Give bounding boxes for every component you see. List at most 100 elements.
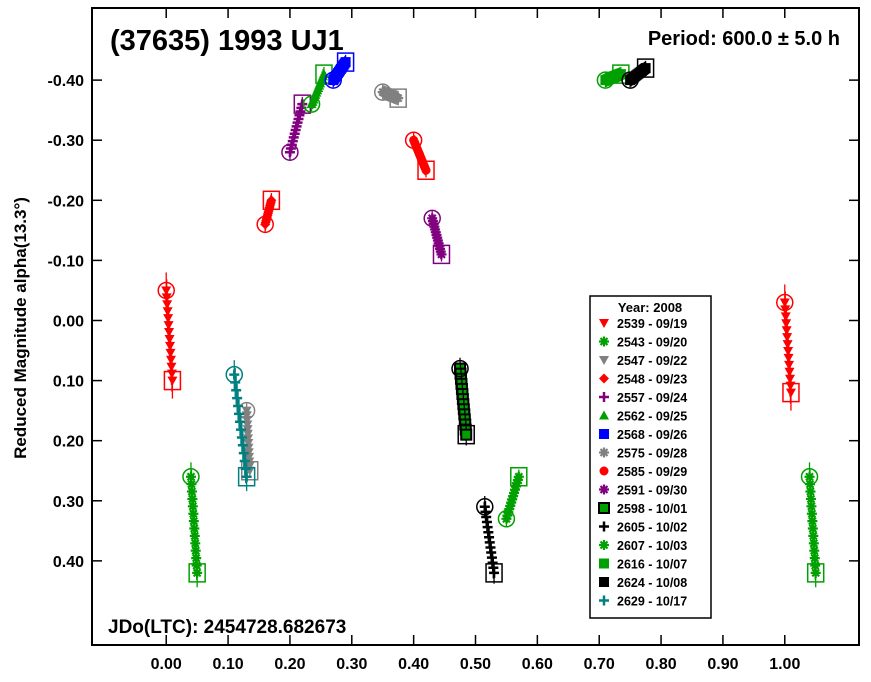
legend-marker (599, 484, 609, 495)
legend-marker (599, 356, 609, 365)
data-point (513, 471, 524, 482)
x-tick-label: 0.30 (336, 656, 367, 673)
y-tick-label: 0.10 (53, 374, 84, 391)
legend-item: 2629 - 10/17 (599, 595, 687, 609)
data-point (297, 99, 308, 110)
y-axis-label: Reduced Magnitude alpha(13.3°) (11, 197, 30, 459)
end-marker (188, 563, 206, 583)
series-group (256, 190, 281, 234)
legend-item: 2543 - 09/20 (599, 336, 687, 350)
series-group (225, 360, 256, 492)
legend-label: 2575 - 09/28 (617, 447, 687, 461)
axis-ticks: 0.00 0.10 0.20 0.30 0.40 0.50 0.60 0.70 0.80 0.90… (48, 8, 859, 673)
legend-item: 2598 - 10/01 (598, 502, 687, 516)
end-marker (389, 88, 407, 108)
period-label: Period: 600.0 ± 5.0 h (648, 28, 840, 50)
end-marker (262, 190, 281, 211)
legend-item: 2616 - 10/07 (599, 558, 687, 572)
series-group (302, 64, 333, 113)
data-point (340, 57, 351, 68)
end-marker (336, 52, 355, 72)
legend-marker (598, 502, 610, 514)
end-marker (432, 244, 451, 265)
y-tick-label: 0.30 (53, 494, 84, 511)
legend-marker (599, 373, 609, 384)
legend-item: 2591 - 09/30 (599, 484, 687, 498)
start-marker (157, 281, 175, 300)
legend-marker (599, 447, 609, 458)
y-tick-label: -0.40 (48, 73, 85, 90)
legend-item: 2585 - 09/29 (599, 465, 687, 479)
data-point (640, 63, 651, 74)
start-marker (225, 365, 244, 384)
legend-item: 2575 - 09/28 (599, 447, 687, 461)
series-group (451, 357, 475, 446)
x-tick-label: 0.70 (584, 656, 615, 673)
data-point (421, 165, 431, 175)
legend-label: 2607 - 10/03 (617, 539, 687, 553)
data-point (241, 471, 252, 482)
legend-title: Year: 2008 (618, 300, 682, 315)
start-marker (621, 71, 639, 89)
legend-label: 2605 - 10/02 (617, 521, 687, 535)
start-marker (776, 293, 794, 312)
data-marks (157, 52, 825, 588)
y-tick-label: 0.20 (53, 434, 84, 451)
legend-marker (599, 521, 609, 532)
series-group (423, 209, 451, 265)
x-tick-label: 0.60 (522, 656, 553, 673)
series-group (182, 462, 825, 588)
x-tick-label: 0.90 (707, 656, 738, 673)
x-tick-label: 1.00 (769, 656, 800, 673)
legend-label: 2591 - 09/30 (617, 484, 687, 498)
legend-item: 2539 - 09/19 (599, 317, 687, 331)
legend-item: 2607 - 10/03 (599, 539, 687, 553)
legend-label: 2624 - 10/08 (617, 576, 687, 590)
legend-label: 2616 - 10/07 (617, 558, 687, 572)
start-marker (256, 215, 274, 234)
start-marker (281, 143, 299, 161)
start-marker (423, 209, 441, 228)
legend-label: 2568 - 09/26 (617, 428, 687, 442)
y-tick-label: 0.00 (53, 313, 84, 330)
data-point (436, 249, 447, 260)
legend-label: 2543 - 09/20 (617, 336, 687, 350)
legend-item: 2624 - 10/08 (599, 576, 687, 590)
legend-marker (599, 540, 609, 550)
legend-marker (599, 577, 609, 587)
start-marker (476, 498, 494, 516)
legend-marker (599, 336, 609, 347)
series-group (324, 52, 355, 89)
legend-marker (599, 558, 609, 569)
data-point (460, 428, 473, 441)
legend-label: 2557 - 09/24 (617, 391, 687, 405)
data-point (266, 195, 277, 206)
series-group (281, 94, 312, 161)
data-point (393, 93, 404, 104)
legend-items: 2539 - 09/19 2543 - 09/20 2547 - 09/22 2548… (598, 317, 687, 609)
legend-label: 2548 - 09/23 (617, 373, 687, 387)
legend-marker (599, 595, 609, 606)
legend-item: 2562 - 09/25 (599, 410, 687, 424)
start-marker (451, 359, 469, 378)
series-group (157, 272, 800, 411)
y-tick-label: -0.20 (48, 193, 85, 210)
legend-label: 2598 - 10/01 (617, 502, 687, 516)
end-marker (510, 466, 528, 487)
data-point (785, 388, 796, 398)
data-point (167, 376, 178, 386)
legend-marker (599, 319, 609, 328)
legend-item: 2568 - 09/26 (599, 428, 687, 442)
y-tick-label: -0.10 (48, 253, 85, 270)
chart-title: (37635) 1993 UJ1 (110, 25, 344, 57)
legend-label: 2585 - 09/29 (617, 465, 687, 479)
legend-item: 2557 - 09/24 (599, 391, 687, 405)
legend-item: 2605 - 10/02 (599, 521, 687, 535)
end-marker (636, 58, 655, 78)
legend-marker (599, 392, 609, 402)
start-marker (497, 510, 516, 528)
x-tick-label: 0.40 (398, 656, 429, 673)
start-marker (324, 71, 342, 89)
